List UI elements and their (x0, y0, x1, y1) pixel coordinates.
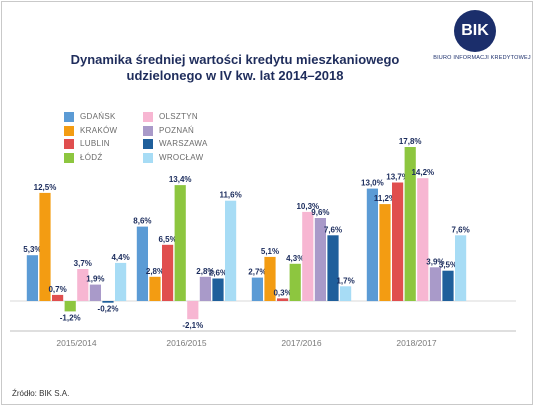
data-label-warszawa-4: 3,5% (439, 261, 457, 270)
bik-logo: BIK BIURO INFORMACJI KREDYTOWEJ (432, 10, 532, 66)
data-label-poznań-4: 3,9% (426, 257, 444, 266)
bar-poznań-4 (429, 267, 441, 301)
legend-swatch (143, 112, 153, 122)
bar-gdańsk-1 (26, 255, 38, 301)
chart-title-line-1: Dynamika średniej wartości kredytu miesz… (70, 52, 400, 67)
data-label-kraków-4: 11,2% (374, 194, 396, 203)
bar-warszawa-4 (442, 270, 454, 301)
x-tick-label: 2016/2015 (166, 338, 206, 348)
data-label-warszawa-3: 7,6% (324, 225, 342, 234)
data-label-gdańsk-2: 8,6% (133, 217, 151, 226)
data-label-łódź-2: 13,4% (169, 175, 192, 184)
data-label-gdańsk-3: 2,7% (248, 268, 266, 277)
chart-legend: GDAŃSK KRAKÓW LUBLIN ŁÓDŹ OLSZTYN POZNAŃ WARSZ… (64, 111, 264, 191)
legend-label: KRAKÓW (80, 125, 118, 135)
chart-title-line-2: udzielonego w IV kw. lat 2014–2018 (126, 68, 344, 83)
bar-wrocław-3 (340, 286, 352, 301)
legend-label: WARSZAWA (159, 139, 208, 148)
bar-warszawa-1 (102, 301, 114, 303)
legend-label: OLSZTYN (159, 112, 198, 121)
legend-label: WROCŁAW (159, 152, 204, 162)
bar-gdańsk-3 (251, 277, 263, 301)
bar-kraków-3 (264, 256, 276, 301)
bar-gdańsk-4 (366, 188, 378, 302)
bar-łódź-1 (64, 301, 76, 312)
bik-logo-mark: BIK (454, 10, 496, 52)
data-label-lublin-4: 13,7% (386, 173, 409, 182)
bar-poznań-3 (314, 218, 326, 301)
bar-wrocław-4 (455, 235, 467, 301)
legend-swatch (64, 125, 74, 136)
data-label-poznań-3: 9,6% (311, 208, 329, 217)
data-label-kraków-2: 2,8% (146, 267, 164, 276)
data-label-kraków-3: 5,1% (261, 247, 279, 256)
legend-swatch (64, 139, 74, 149)
bik-logo-subtitle: BIURO INFORMACJI KREDYTOWEJ (433, 55, 531, 61)
x-tick-label: 2017/2016 (281, 338, 321, 348)
bar-gdańsk-2 (136, 226, 148, 301)
legend-swatch (64, 152, 74, 163)
data-label-lublin-1: 0,7% (48, 285, 66, 294)
bar-poznań-1 (89, 284, 101, 301)
data-label-warszawa-1: -0,2% (98, 305, 119, 314)
bar-kraków-4 (379, 204, 391, 301)
data-label-wrocław-3: 1,7% (336, 276, 354, 285)
data-label-kraków-1: 12,5% (34, 183, 57, 192)
data-label-poznań-1: 1,9% (86, 275, 104, 284)
data-label-łódź-3: 4,3% (286, 254, 304, 263)
data-label-warszawa-2: 2,6% (209, 269, 227, 278)
legend-label: GDAŃSK (80, 112, 116, 121)
x-tick-label: 2018/2017 (396, 338, 436, 348)
data-label-olsztyn-4: 14,2% (411, 168, 434, 177)
data-label-olsztyn-3: 10,3% (296, 202, 319, 211)
bar-łódź-2 (174, 185, 186, 301)
bar-kraków-1 (39, 192, 51, 301)
bar-olsztyn-1 (77, 269, 89, 301)
legend-label: POZNAŃ (159, 125, 195, 135)
data-label-lublin-3: 0,3% (273, 288, 291, 297)
data-label-poznań-2: 2,8% (196, 267, 214, 276)
legend-swatch (143, 125, 153, 136)
chart-title: Dynamika średniej wartości kredytu miesz… (70, 52, 400, 84)
bar-olsztyn-4 (417, 178, 429, 301)
data-label-lublin-2: 6,5% (158, 235, 176, 244)
bar-łódź-3 (289, 263, 301, 301)
bar-warszawa-2 (212, 278, 224, 301)
legend-swatch (143, 152, 153, 163)
data-label-olsztyn-1: 3,7% (74, 259, 92, 268)
data-label-olsztyn-2: -2,1% (182, 321, 203, 330)
legend-swatch (143, 139, 153, 149)
bar-olsztyn-2 (187, 301, 199, 320)
bar-wrocław-2 (225, 200, 237, 301)
legend-label: ŁÓDŹ (80, 152, 103, 162)
data-label-łódź-1: -1,2% (60, 313, 81, 322)
bar-lublin-2 (162, 244, 174, 301)
bar-kraków-2 (149, 276, 161, 301)
data-label-gdańsk-4: 13,0% (361, 179, 384, 188)
data-label-wrocław-4: 7,6% (451, 225, 469, 234)
data-label-wrocław-1: 4,4% (111, 253, 129, 262)
bar-olsztyn-3 (302, 211, 314, 301)
bar-łódź-4 (404, 147, 416, 301)
source-note: Źródło: BIK S.A. (12, 389, 70, 398)
legend-swatch (64, 112, 74, 122)
bar-lublin-4 (392, 182, 404, 301)
legend-label: LUBLIN (80, 139, 110, 148)
bar-wrocław-1 (115, 262, 127, 301)
bar-warszawa-3 (327, 235, 339, 301)
bar-lublin-3 (277, 298, 289, 301)
data-label-gdańsk-1: 5,3% (23, 245, 41, 254)
bar-lublin-1 (52, 294, 64, 301)
bar-poznań-2 (199, 276, 211, 301)
data-label-wrocław-2: 11,6% (219, 191, 241, 200)
x-tick-label: 2015/2014 (56, 338, 96, 348)
data-label-łódź-4: 17,8% (399, 137, 422, 146)
